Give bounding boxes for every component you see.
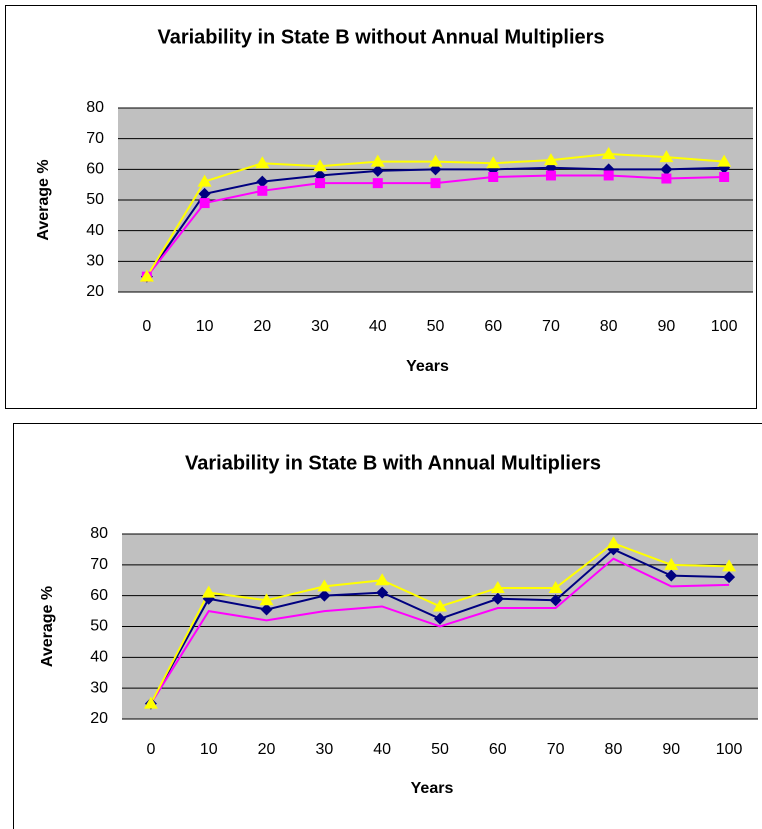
y-tick-label: 60 bbox=[90, 587, 108, 604]
x-tick-label: 70 bbox=[547, 741, 565, 758]
x-tick-label: 90 bbox=[662, 741, 680, 758]
data-point bbox=[433, 599, 447, 612]
x-tick-label: 40 bbox=[369, 318, 387, 335]
x-tick-label: 50 bbox=[431, 741, 449, 758]
data-point bbox=[661, 173, 672, 184]
x-tick-label: 70 bbox=[542, 318, 560, 335]
data-point bbox=[257, 185, 268, 196]
data-point bbox=[372, 178, 383, 189]
data-point bbox=[549, 594, 562, 607]
data-point bbox=[603, 170, 614, 181]
y-axis-title: Average % bbox=[39, 586, 56, 667]
x-tick-label: 10 bbox=[196, 318, 214, 335]
data-point bbox=[601, 147, 616, 159]
data-point bbox=[490, 580, 505, 593]
y-axis-title: Average % bbox=[35, 159, 52, 240]
x-tick-label: 80 bbox=[605, 741, 623, 758]
data-point bbox=[664, 557, 679, 570]
x-tick-label: 50 bbox=[427, 318, 445, 335]
y-tick-label: 70 bbox=[86, 130, 104, 147]
x-tick-label: 20 bbox=[258, 741, 276, 758]
data-point bbox=[486, 156, 501, 169]
data-point bbox=[143, 696, 158, 709]
data-point bbox=[139, 269, 154, 282]
data-point bbox=[722, 559, 737, 572]
data-point bbox=[259, 593, 274, 606]
data-point bbox=[376, 586, 389, 599]
x-tick-label: 60 bbox=[484, 318, 502, 335]
x-tick-label: 80 bbox=[600, 318, 618, 335]
y-tick-label: 40 bbox=[86, 222, 104, 239]
x-tick-label: 10 bbox=[200, 741, 218, 758]
data-point bbox=[606, 536, 621, 549]
chart-title: Variability in State B with Annual Multi… bbox=[185, 452, 601, 474]
x-tick-label: 0 bbox=[146, 741, 155, 758]
x-axis-title: Years bbox=[406, 358, 449, 375]
data-point bbox=[313, 159, 328, 172]
data-point bbox=[201, 585, 216, 598]
data-point bbox=[545, 170, 556, 181]
x-tick-label: 100 bbox=[711, 318, 738, 335]
data-point bbox=[375, 573, 390, 586]
series-line bbox=[150, 557, 730, 705]
data-point bbox=[371, 164, 384, 177]
data-point bbox=[660, 163, 673, 176]
data-point bbox=[719, 172, 730, 182]
y-tick-label: 20 bbox=[86, 283, 104, 300]
y-tick-label: 30 bbox=[86, 253, 104, 270]
y-tick-label: 40 bbox=[90, 649, 108, 666]
data-point bbox=[548, 580, 563, 593]
y-tick-label: 30 bbox=[90, 679, 108, 696]
data-point bbox=[430, 178, 441, 189]
data-point bbox=[543, 153, 558, 166]
data-point bbox=[428, 154, 443, 167]
data-point bbox=[723, 571, 736, 584]
y-tick-label: 80 bbox=[86, 99, 104, 116]
x-tick-label: 30 bbox=[311, 318, 329, 335]
x-tick-label: 40 bbox=[373, 741, 391, 758]
x-tick-label: 30 bbox=[315, 741, 333, 758]
y-tick-label: 70 bbox=[90, 556, 108, 573]
x-axis-title: Years bbox=[411, 780, 454, 797]
x-tick-label: 20 bbox=[253, 318, 271, 335]
y-tick-label: 60 bbox=[86, 161, 104, 178]
data-point bbox=[717, 154, 732, 167]
data-point bbox=[255, 156, 270, 169]
data-point bbox=[199, 198, 210, 209]
data-point bbox=[256, 175, 269, 188]
x-tick-label: 100 bbox=[716, 741, 743, 758]
data-point bbox=[659, 150, 674, 163]
data-point bbox=[488, 172, 499, 182]
y-tick-label: 50 bbox=[90, 618, 108, 635]
y-tick-label: 20 bbox=[90, 710, 108, 727]
data-point bbox=[197, 174, 212, 187]
x-tick-label: 60 bbox=[489, 741, 507, 758]
data-point bbox=[370, 154, 385, 167]
data-point bbox=[260, 603, 273, 616]
data-point bbox=[318, 589, 331, 602]
data-point bbox=[434, 612, 446, 625]
data-point bbox=[315, 178, 326, 189]
chart-title: Variability in State B without Annual Mu… bbox=[157, 26, 604, 48]
y-tick-label: 50 bbox=[86, 191, 104, 208]
x-tick-label: 90 bbox=[658, 318, 676, 335]
y-tick-label: 80 bbox=[90, 525, 108, 542]
data-point bbox=[317, 579, 332, 592]
data-point bbox=[665, 569, 678, 582]
x-tick-label: 0 bbox=[142, 318, 151, 335]
data-point bbox=[491, 592, 504, 605]
data-point bbox=[198, 187, 211, 200]
